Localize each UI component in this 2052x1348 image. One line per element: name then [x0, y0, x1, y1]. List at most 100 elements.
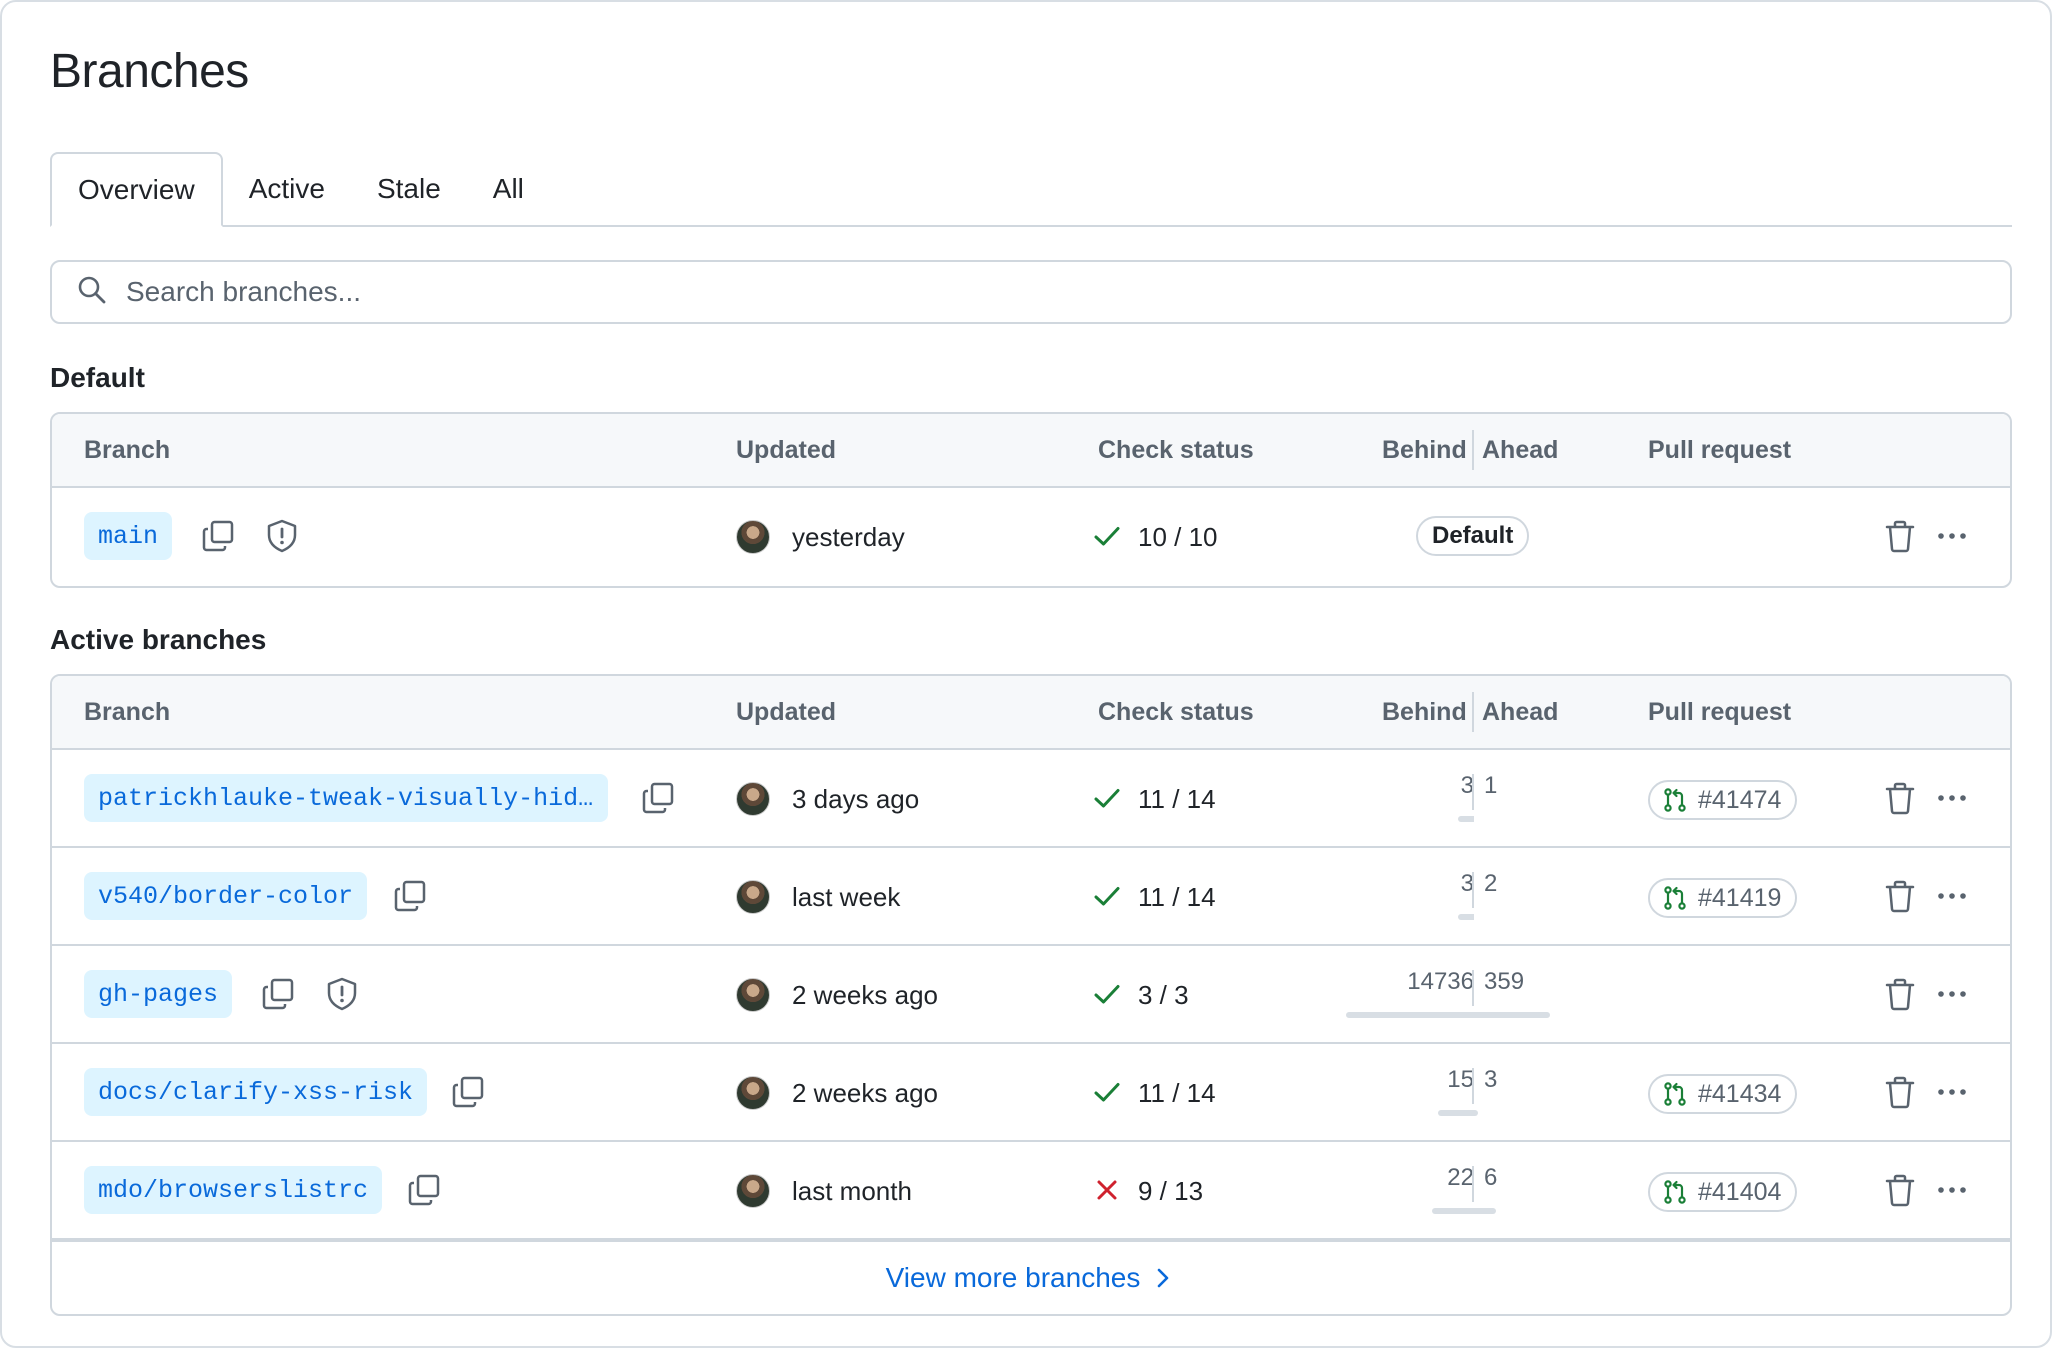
copy-branch-button[interactable] — [640, 780, 676, 816]
behind-ahead-divider — [1472, 430, 1474, 470]
chevron-right-icon — [1158, 1268, 1169, 1288]
check-status-count[interactable]: 3 / 3 — [1138, 979, 1189, 1010]
more-options-button[interactable] — [1934, 878, 1970, 914]
active-branches-table: Branch Updated Check status Behind Ahead… — [50, 674, 2012, 1316]
check-icon — [1092, 881, 1122, 911]
copy-branch-button[interactable] — [200, 518, 236, 554]
git-pull-request-icon — [1664, 788, 1686, 812]
branch-name-link[interactable]: gh-pages — [84, 970, 233, 1018]
avatar[interactable] — [736, 1174, 770, 1208]
protected-branch-button[interactable] — [324, 976, 360, 1012]
pull-request-link[interactable]: #41404 — [1648, 1172, 1798, 1212]
search-input[interactable] — [126, 276, 1926, 308]
check-status-count[interactable]: 11 / 14 — [1138, 1077, 1216, 1108]
branch-name-link[interactable]: patrickhlauke-tweak-visually-hid… — [84, 774, 608, 822]
behind-bar — [1438, 1110, 1474, 1116]
behind-ahead-divider — [1472, 1068, 1474, 1104]
trash-icon — [1885, 880, 1915, 913]
table-row: mdo/browserslistrc last month 9 / 13 22 … — [52, 1142, 2010, 1240]
delete-branch-button[interactable] — [1882, 878, 1918, 914]
copy-branch-button[interactable] — [260, 976, 296, 1012]
copy-icon — [452, 1076, 484, 1108]
check-status-count[interactable]: 9 / 13 — [1138, 1175, 1204, 1206]
branch-name-link[interactable]: v540/border-color — [84, 872, 368, 920]
branch-name-link[interactable]: mdo/browserslistrc — [84, 1166, 383, 1214]
behind-ahead-divider — [1472, 774, 1474, 810]
page-title: Branches — [50, 45, 249, 98]
updated-time: last month — [792, 1175, 912, 1206]
table-row: v540/border-color last week 11 / 14 3 2 … — [52, 848, 2010, 946]
pull-request-link[interactable]: #41419 — [1648, 878, 1798, 918]
updated-time: last week — [792, 881, 901, 912]
column-branch: Branch — [84, 697, 171, 726]
ahead-count: 1 — [1484, 772, 1498, 799]
behind-ahead-divider — [1472, 872, 1474, 908]
copy-icon — [642, 782, 674, 814]
behind-count: 22 — [1447, 1164, 1474, 1191]
more-options-button[interactable] — [1934, 518, 1970, 554]
check-status-count[interactable]: 10 / 10 — [1138, 521, 1218, 552]
delete-branch-button[interactable] — [1882, 1074, 1918, 1110]
table-row: main yesterday 10 / 10 Default — [52, 488, 2010, 586]
behind-bar — [1458, 914, 1474, 920]
avatar[interactable] — [736, 520, 770, 554]
check-icon — [1092, 1077, 1122, 1107]
branch-name-link[interactable]: main — [84, 512, 173, 560]
git-pull-request-icon — [1664, 1082, 1686, 1106]
ahead-count: 359 — [1484, 968, 1525, 995]
protected-branch-button[interactable] — [264, 518, 300, 554]
column-pull-request: Pull request — [1648, 435, 1792, 464]
tab-overview[interactable]: Overview — [50, 152, 223, 227]
shield-icon — [327, 977, 357, 1011]
trash-icon — [1885, 782, 1915, 815]
avatar[interactable] — [736, 880, 770, 914]
more-options-button[interactable] — [1934, 1172, 1970, 1208]
copy-branch-button[interactable] — [406, 1172, 442, 1208]
delete-branch-button[interactable] — [1882, 518, 1918, 554]
tab-stale[interactable]: Stale — [376, 172, 441, 204]
behind-ahead-divider — [1472, 970, 1474, 1006]
copy-icon — [394, 880, 426, 912]
updated-time: 2 weeks ago — [792, 1077, 938, 1108]
check-status-count[interactable]: 11 / 14 — [1138, 881, 1216, 912]
updated-time: 3 days ago — [792, 783, 920, 814]
check-icon — [1092, 521, 1122, 551]
view-more-branches-link[interactable]: View more branches — [52, 1240, 2010, 1314]
search-box[interactable] — [50, 260, 2012, 324]
pull-request-number: #41474 — [1698, 785, 1782, 814]
more-options-button[interactable] — [1934, 780, 1970, 816]
avatar[interactable] — [736, 978, 770, 1012]
behind-bar — [1346, 1012, 1474, 1018]
column-pull-request: Pull request — [1648, 697, 1792, 726]
kebab-horizontal-icon — [1938, 1089, 1966, 1095]
copy-branch-button[interactable] — [450, 1074, 486, 1110]
delete-branch-button[interactable] — [1882, 976, 1918, 1012]
avatar[interactable] — [736, 1076, 770, 1110]
tab-active[interactable]: Active — [248, 172, 325, 204]
delete-branch-button[interactable] — [1882, 780, 1918, 816]
trash-icon — [1885, 1076, 1915, 1109]
kebab-horizontal-icon — [1938, 893, 1966, 899]
delete-branch-button[interactable] — [1882, 1172, 1918, 1208]
pull-request-number: #41419 — [1698, 883, 1782, 912]
table-row: gh-pages 2 weeks ago 3 / 3 14736 359 — [52, 946, 2010, 1044]
kebab-horizontal-icon — [1938, 991, 1966, 997]
behind-ahead-divider — [1472, 692, 1474, 732]
pull-request-link[interactable]: #41434 — [1648, 1074, 1798, 1114]
ahead-bar — [1474, 1012, 1550, 1018]
column-updated: Updated — [736, 435, 836, 464]
copy-icon — [202, 520, 234, 552]
column-updated: Updated — [736, 697, 836, 726]
check-status-count[interactable]: 11 / 14 — [1138, 783, 1216, 814]
default-section-heading: Default — [50, 362, 145, 393]
git-pull-request-icon — [1664, 1180, 1686, 1204]
more-options-button[interactable] — [1934, 1074, 1970, 1110]
branch-name-link[interactable]: docs/clarify-xss-risk — [84, 1068, 428, 1116]
pull-request-link[interactable]: #41474 — [1648, 780, 1798, 820]
behind-count: 3 — [1460, 772, 1474, 799]
tab-all[interactable]: All — [492, 172, 524, 204]
copy-branch-button[interactable] — [392, 878, 428, 914]
check-icon — [1092, 979, 1122, 1009]
avatar[interactable] — [736, 782, 770, 816]
more-options-button[interactable] — [1934, 976, 1970, 1012]
